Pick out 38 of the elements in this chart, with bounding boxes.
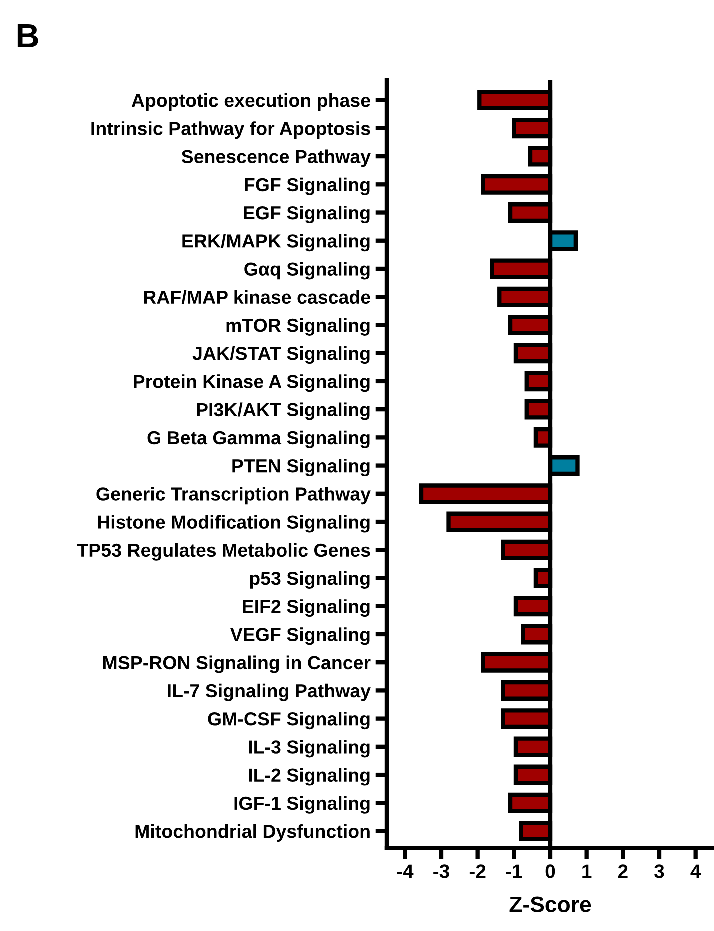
y-tick-label: RAF/MAP kinase cascade bbox=[144, 290, 370, 304]
y-tick-label: IL-3 Signaling bbox=[249, 740, 370, 758]
y-tick-label: mTOR Signaling bbox=[226, 318, 370, 336]
y-tick-label: Senescence Pathway bbox=[182, 150, 371, 168]
x-tick-label: -3 bbox=[434, 864, 450, 878]
y-tick-label: PTEN Signaling bbox=[232, 458, 370, 477]
y-tick-label: IL-2 Signaling bbox=[249, 768, 370, 786]
x-tick-label: 0 bbox=[546, 864, 556, 878]
x-tick-label: 4 bbox=[690, 864, 702, 878]
y-tick-label: IGF-1 Signaling bbox=[234, 796, 370, 814]
y-tick-label: PI3K/AKT Signaling bbox=[197, 402, 370, 420]
y-tick-label: Gαq Signaling bbox=[244, 262, 370, 280]
y-tick-label: VEGF Signaling bbox=[230, 628, 370, 646]
y-tick-label: Apoptotic execution phase bbox=[132, 94, 370, 111]
y-tick-label: p53 Signaling bbox=[250, 571, 370, 590]
y-tick-label: Intrinsic Pathway for Apoptosis bbox=[92, 122, 370, 140]
y-tick-label: FGF Signaling bbox=[245, 178, 370, 196]
y-tick-label: MSP-RON Signaling in Cancer bbox=[104, 656, 371, 674]
y-tick-label: JAK/STAT Signaling bbox=[192, 346, 370, 364]
y-tick-label: EGF Signaling bbox=[244, 206, 370, 224]
x-tick-label: -4 bbox=[397, 864, 414, 878]
x-tick-label: -1 bbox=[506, 864, 522, 878]
y-tick-label: ERK/MAPK Signaling bbox=[182, 234, 370, 252]
y-tick-label: IL-7 Signaling Pathway bbox=[168, 684, 371, 702]
y-tick-label: G Beta Gamma Signaling bbox=[148, 430, 370, 448]
y-tick-label: Protein Kinase A Signaling bbox=[134, 374, 370, 392]
x-tick-label: 2 bbox=[618, 864, 628, 878]
x-tick-label: 3 bbox=[654, 864, 664, 878]
text: B bbox=[18, 24, 38, 48]
x-tick-label: 1 bbox=[582, 864, 592, 878]
y-tick-label: Generic Transcription Pathway bbox=[96, 487, 371, 505]
x-axis-title: Z-Score bbox=[510, 896, 592, 912]
y-tick-label: EIF2 Signaling bbox=[243, 600, 370, 618]
y-tick-label: Histone Modification Signaling bbox=[98, 515, 370, 533]
y-tick-label: GM-CSF Signaling bbox=[208, 712, 370, 730]
y-tick-label: Mitochondrial Dysfunction bbox=[136, 824, 370, 842]
x-tick-label: -2 bbox=[470, 864, 486, 878]
y-tick-label: TP53 Regulates Metabolic Genes bbox=[77, 543, 370, 561]
